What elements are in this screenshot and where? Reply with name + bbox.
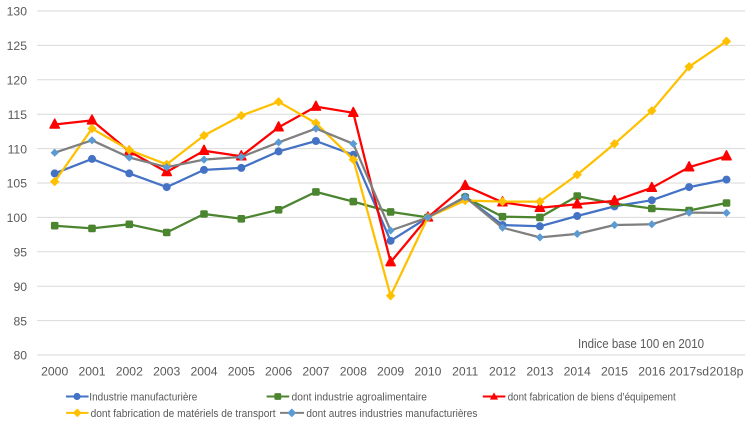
svg-text:2008: 2008 (340, 365, 367, 379)
svg-text:dont autres industries manufac: dont autres industries manufacturières (306, 408, 477, 420)
svg-text:95: 95 (13, 246, 27, 260)
svg-text:2013: 2013 (526, 365, 553, 379)
svg-text:2001: 2001 (78, 365, 105, 379)
svg-text:dont fabrication de biens d’éq: dont fabrication de biens d’équipement (508, 391, 677, 403)
svg-text:Indice base 100 en 2010: Indice base 100 en 2010 (578, 336, 704, 351)
svg-text:2014: 2014 (564, 365, 591, 379)
svg-text:2000: 2000 (41, 365, 68, 379)
svg-text:105: 105 (7, 177, 28, 191)
svg-text:2015: 2015 (601, 365, 628, 379)
svg-text:120: 120 (7, 74, 28, 88)
svg-text:2007: 2007 (302, 365, 329, 379)
svg-text:2017sd: 2017sd (669, 365, 709, 379)
svg-text:2005: 2005 (228, 365, 255, 379)
svg-text:2002: 2002 (116, 365, 143, 379)
svg-text:2018p: 2018p (710, 365, 744, 379)
svg-text:80: 80 (13, 349, 27, 363)
svg-text:2003: 2003 (153, 365, 180, 379)
svg-text:dont fabrication de matériels: dont fabrication de matériels de transpo… (91, 408, 277, 420)
svg-text:2009: 2009 (377, 365, 404, 379)
svg-text:dont industrie agroalimentaire: dont industrie agroalimentaire (292, 391, 428, 403)
svg-text:2016: 2016 (638, 365, 665, 379)
svg-text:Industrie manufacturière: Industrie manufacturière (89, 391, 197, 403)
svg-text:110: 110 (8, 142, 28, 156)
svg-text:2006: 2006 (265, 365, 292, 379)
svg-text:2004: 2004 (190, 365, 217, 379)
svg-text:2010: 2010 (414, 365, 441, 379)
svg-text:2011: 2011 (452, 365, 478, 379)
svg-text:2012: 2012 (489, 365, 516, 379)
svg-text:90: 90 (13, 280, 27, 294)
svg-text:85: 85 (13, 314, 27, 328)
svg-text:115: 115 (8, 108, 28, 122)
svg-text:130: 130 (7, 5, 28, 19)
svg-text:125: 125 (7, 39, 28, 53)
svg-text:100: 100 (7, 211, 28, 225)
